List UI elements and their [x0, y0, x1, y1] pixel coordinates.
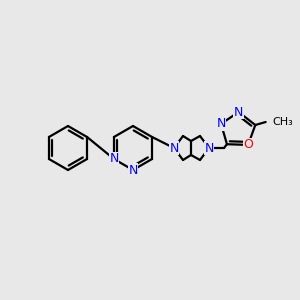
Text: N: N — [234, 106, 243, 118]
Text: N: N — [109, 152, 119, 166]
Text: N: N — [204, 142, 214, 154]
Text: N: N — [128, 164, 138, 176]
Text: CH₃: CH₃ — [273, 117, 293, 127]
Text: N: N — [169, 142, 179, 154]
Text: O: O — [243, 138, 253, 152]
Text: N: N — [216, 117, 226, 130]
